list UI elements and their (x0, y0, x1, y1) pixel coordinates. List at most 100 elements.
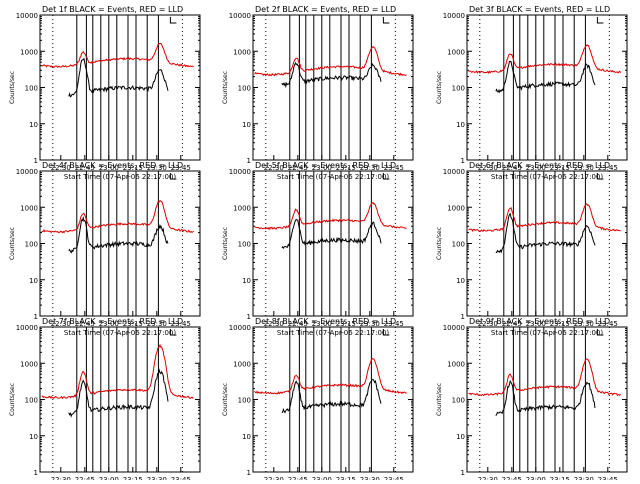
x-tick-label: 22:45 (502, 476, 522, 480)
plot-frame (252, 170, 414, 317)
lld-series-line (468, 44, 622, 75)
bracket-mark (596, 173, 604, 180)
x-axis-label: Start Time (07-Apr-06 22:17:00) (277, 173, 389, 181)
y-tick-label: 10000 (16, 12, 38, 20)
events-series-line (281, 61, 382, 89)
y-tick-label: 10 (29, 121, 38, 129)
y-tick-label: 100 (25, 397, 38, 405)
x-tick-label: 23:30 (147, 320, 167, 328)
y-tick-label: 1000 (20, 360, 38, 368)
panel-3: Det 3f BLACK = Events, RED = LLD 1 10 100 10… (436, 5, 628, 181)
y-tick-label: 1 (34, 313, 38, 321)
panel-8: Det 8f BLACK = Events, RED = LLD 1 10 100 10… (222, 317, 414, 484)
y-axis-label: Counts/sec (436, 71, 443, 104)
panel-title: Det 4f BLACK = Events, RED = LLD (42, 161, 183, 170)
plot-frame (466, 326, 628, 473)
y-axis-label: Counts/sec (222, 71, 229, 104)
x-tick-label: 23:45 (598, 320, 618, 328)
x-tick-label: 23:15 (123, 476, 143, 480)
y-tick-label: 10 (242, 433, 251, 441)
y-tick-label: 100 (238, 241, 251, 249)
y-tick-label: 1000 (447, 204, 465, 212)
x-tick-label: 22:30 (264, 476, 284, 480)
x-axis-label: Start Time (07-Apr-06 22:17:00) (491, 329, 603, 337)
y-tick-label: 1 (247, 313, 251, 321)
lld-series-line (468, 358, 621, 397)
x-tick-label: 23:15 (550, 320, 570, 328)
y-tick-label: 100 (25, 241, 38, 249)
y-tick-label: 10 (242, 277, 251, 285)
events-series-line (495, 379, 596, 417)
x-tick-label: 22:30 (51, 320, 71, 328)
y-tick-label: 1000 (233, 204, 251, 212)
lld-series-line (254, 45, 407, 77)
events-series-line (281, 218, 382, 250)
bracket-mark (596, 17, 604, 24)
plot-frame (39, 326, 201, 473)
y-axis-label: Counts/sec (222, 227, 229, 260)
y-tick-label: 100 (25, 85, 38, 93)
x-tick-label: 23:30 (147, 476, 167, 480)
y-tick-label: 1000 (447, 48, 465, 56)
lld-series-line (41, 199, 194, 234)
lld-series-line (41, 343, 194, 400)
y-tick-label: 1000 (447, 360, 465, 368)
y-tick-label: 10000 (229, 168, 251, 176)
panel-9: Det 9f BLACK = Events, RED = LLD 1 10 100 10… (436, 317, 628, 484)
x-tick-label: 23:30 (574, 320, 594, 328)
y-tick-label: 1 (34, 469, 38, 477)
x-tick-label: 23:45 (171, 164, 191, 172)
y-axis-label: Counts/sec (9, 383, 16, 416)
x-tick-label: 23:15 (123, 320, 143, 328)
y-tick-label: 10 (29, 433, 38, 441)
x-tick-label: 23:30 (574, 164, 594, 172)
panel-1: Det 1f BLACK = Events, RED = LLD 1 10 100 10… (9, 5, 201, 181)
x-tick-label: 23:00 (312, 476, 332, 480)
lld-series-line (254, 357, 407, 395)
x-tick-label: 23:15 (336, 320, 356, 328)
bracket-mark (169, 329, 177, 336)
events-series-line (68, 368, 169, 418)
panel-7: Det 7f BLACK = Events, RED = LLD 1 10 100 10… (9, 317, 201, 484)
x-tick-label: 23:45 (171, 476, 191, 480)
x-tick-label: 22:45 (502, 320, 522, 328)
events-series-line (68, 57, 169, 98)
y-tick-label: 100 (452, 241, 465, 249)
y-tick-label: 10 (29, 277, 38, 285)
y-tick-label: 1 (461, 469, 465, 477)
y-tick-label: 10000 (443, 12, 465, 20)
y-tick-label: 1 (247, 469, 251, 477)
y-tick-label: 10000 (443, 324, 465, 332)
x-tick-label: 23:00 (312, 164, 332, 172)
y-axis-label: Counts/sec (9, 71, 16, 104)
x-tick-label: 22:45 (75, 164, 95, 172)
x-tick-label: 22:45 (288, 476, 308, 480)
x-tick-label: 23:15 (336, 164, 356, 172)
plot-frame (252, 326, 414, 473)
y-tick-label: 1 (34, 157, 38, 165)
x-axis-label: Start Time (07-Apr-06 22:17:00) (64, 329, 176, 337)
x-tick-label: 23:15 (550, 476, 570, 480)
x-tick-label: 23:00 (99, 476, 119, 480)
y-tick-label: 10 (456, 277, 465, 285)
x-tick-label: 23:15 (550, 164, 570, 172)
x-tick-label: 22:30 (478, 164, 498, 172)
panel-2: Det 2f BLACK = Events, RED = LLD 1 10 100 10… (222, 5, 414, 181)
x-tick-label: 23:00 (526, 164, 546, 172)
y-tick-label: 10000 (229, 12, 251, 20)
y-tick-label: 1000 (20, 48, 38, 56)
x-tick-label: 22:45 (288, 164, 308, 172)
x-tick-label: 23:45 (384, 476, 404, 480)
x-tick-label: 22:45 (288, 320, 308, 328)
y-tick-label: 1 (461, 313, 465, 321)
panel-title: Det 9f BLACK = Events, RED = LLD (469, 317, 610, 326)
x-tick-label: 22:30 (264, 320, 284, 328)
panel-6: Det 6f BLACK = Events, RED = LLD 1 10 100 10… (436, 161, 628, 337)
panel-title: Det 1f BLACK = Events, RED = LLD (42, 5, 183, 14)
x-tick-label: 22:30 (51, 164, 71, 172)
x-tick-label: 23:30 (574, 476, 594, 480)
y-axis-label: Counts/sec (9, 227, 16, 260)
panel-title: Det 5f BLACK = Events, RED = LLD (255, 161, 396, 170)
